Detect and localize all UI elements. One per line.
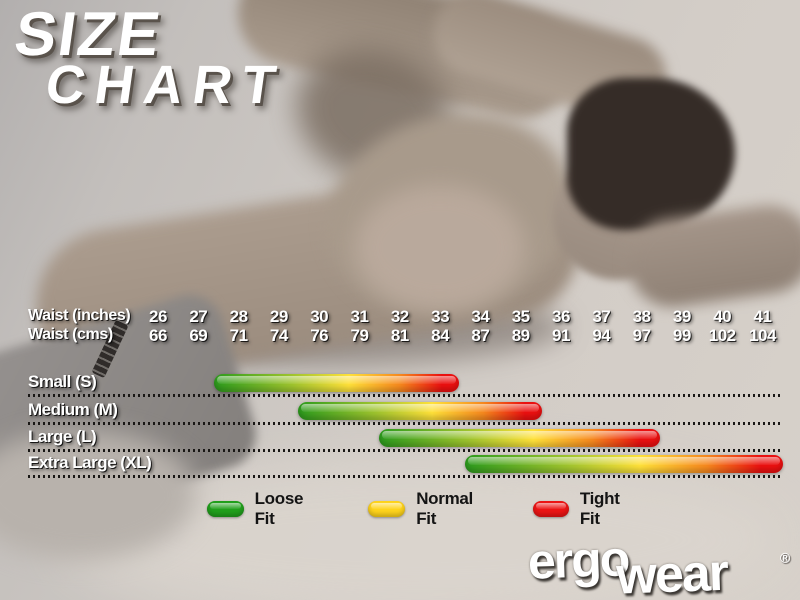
waist-value: 97 — [632, 326, 651, 345]
photo-right-arm — [622, 199, 800, 313]
photo-face — [553, 152, 681, 280]
size-fit-bar — [465, 455, 783, 473]
legend-item: Loose Fit — [207, 489, 313, 528]
waist-value: 36 — [552, 307, 570, 326]
waist-value: 84 — [431, 326, 450, 345]
waist-value: 40 — [713, 307, 732, 326]
waist-value: 39 — [672, 307, 691, 326]
waist-value: 38 — [632, 307, 651, 326]
waist-value: 94 — [592, 326, 611, 345]
waist-value: 102 — [708, 326, 736, 345]
size-label: Extra Large (XL) — [28, 453, 152, 472]
legend-color-pill — [533, 501, 569, 517]
photo-abs-highlight — [355, 185, 525, 310]
photo-arm-shadow — [277, 26, 473, 204]
waist-value: 66 — [149, 326, 167, 345]
waist-value: 69 — [189, 326, 208, 345]
waist-value: 35 — [511, 307, 530, 326]
waist-value: 79 — [350, 326, 369, 345]
waist-value: 28 — [229, 307, 248, 326]
legend-color-pill — [207, 501, 244, 517]
waist-value: 34 — [471, 307, 490, 326]
waist-value: 41 — [753, 307, 772, 326]
waist-row-label: Waist (inches) — [28, 307, 131, 324]
photo-chest — [303, 85, 597, 343]
waist-value: 26 — [149, 307, 167, 326]
logo-text-ergo: ergo — [526, 530, 630, 590]
size-label: Large (L) — [28, 427, 97, 446]
legend-label: Tight Fit — [579, 489, 620, 528]
dotted-separator — [28, 394, 780, 397]
photo-forearm — [422, 0, 678, 132]
waist-value: 29 — [269, 307, 288, 326]
photo-torso — [25, 156, 591, 392]
legend-label: Loose Fit — [254, 489, 304, 528]
size-row: Extra Large (XL) — [0, 451, 800, 478]
waist-value: 37 — [592, 307, 611, 326]
waist-value: 32 — [390, 307, 409, 326]
waist-value: 30 — [310, 307, 329, 326]
page-title: SIZE CHART — [4, 0, 296, 115]
size-row: Medium (M) — [0, 398, 800, 425]
waist-value: 99 — [672, 326, 691, 345]
waist-value: 91 — [552, 326, 570, 345]
waist-cms-row: Waist (cms) 66 69 71 74 76 79 81 84 87 89 91 94 97 99 1… — [0, 326, 800, 345]
logo-text-wear: wear — [615, 543, 728, 600]
legend-color-pill — [368, 501, 406, 517]
waist-value: 81 — [390, 326, 409, 345]
dotted-separator — [28, 475, 780, 478]
waist-value: 89 — [511, 326, 530, 345]
waist-value: 27 — [189, 307, 208, 326]
legend-item: Tight Fit — [533, 489, 630, 528]
waist-value: 74 — [269, 326, 288, 345]
registered-trademark-icon: ® — [779, 549, 791, 566]
size-row: Large (L) — [0, 425, 800, 452]
waist-row-label: Waist (cms) — [28, 326, 113, 343]
waist-value: 76 — [310, 326, 329, 345]
dotted-separator — [28, 422, 780, 425]
waist-inches-row: Waist (inches) 26 27 28 29 30 31 32 33 34 35 36 37 38… — [0, 307, 800, 326]
waist-value: 33 — [431, 307, 450, 326]
size-fit-bar — [214, 374, 459, 392]
size-row: Small (S) — [0, 370, 800, 397]
waist-value: 87 — [471, 326, 490, 345]
photo-hair — [567, 78, 735, 230]
waist-value: 71 — [229, 326, 248, 345]
size-label: Small (S) — [28, 372, 97, 391]
size-fit-bar — [379, 429, 660, 447]
dotted-separator — [28, 449, 780, 452]
legend-item: Normal Fit — [368, 489, 482, 528]
size-label: Medium (M) — [28, 400, 118, 419]
legend-label: Normal Fit — [416, 489, 473, 528]
waist-value: 31 — [350, 307, 369, 326]
waist-value: 104 — [749, 326, 776, 345]
ergowear-logo: ergo wear ® — [527, 523, 799, 600]
size-fit-bar — [298, 402, 542, 420]
title-line-chart: CHART — [41, 55, 290, 115]
